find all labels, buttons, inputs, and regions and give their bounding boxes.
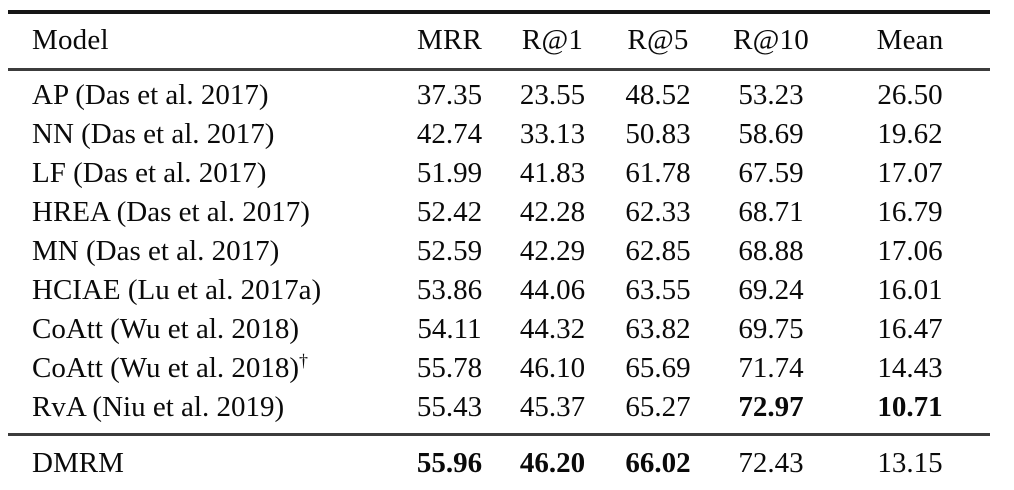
value-cell: 48.52 [625,79,691,111]
value-cell: 72.97 [738,391,804,423]
value-cell: 62.33 [625,196,691,228]
value-cell: 42.28 [519,196,586,228]
value-cell: 71.74 [738,352,804,384]
value-cell: 14.43 [877,352,943,384]
value-cell: 55.43 [416,391,483,423]
results-table: Model MRR R@1 R@5 R@10 Mean AP (Das et a… [8,10,990,490]
value-cell: 69.75 [738,313,804,345]
value-cell: 65.27 [625,391,691,423]
value-cell: 37.35 [416,79,483,111]
model-cell: HCIAE (Lu et al. 2017a) [8,271,398,310]
value-cell: 67.59 [738,157,804,189]
model-name: CoAtt (Wu et al. 2018) [32,352,300,384]
value-cell: 16.01 [877,274,943,306]
model-name: RvA (Niu et al. 2019) [32,391,285,423]
value-cell: 68.88 [738,235,804,267]
value-cell: 58.69 [738,118,804,150]
value-cell: 54.11 [417,313,482,345]
value-cell: 46.10 [519,352,586,384]
value-cell: 55.78 [416,352,483,384]
value-cell: 42.29 [519,235,586,267]
model-name: HREA (Das et al. 2017) [32,196,310,228]
model-cell: NN (Das et al. 2017) [8,115,398,154]
value-cell: 65.69 [625,352,691,384]
value-cell: 53.23 [738,79,804,111]
column-header-r5: R@5 [604,12,712,71]
table-row: HCIAE (Lu et al. 2017a) 53.86 44.06 63.5… [8,271,990,310]
model-cell: RvA (Niu et al. 2019) [8,388,398,435]
model-name: LF (Das et al. 2017) [32,157,267,189]
model-name: NN (Das et al. 2017) [32,118,275,150]
model-name: DMRM [32,447,124,479]
model-cell: HREA (Das et al. 2017) [8,193,398,232]
header-row: Model MRR R@1 R@5 R@10 Mean [8,12,990,71]
value-cell: 72.43 [738,447,804,479]
value-cell: 16.79 [877,196,943,228]
value-cell: 46.20 [519,447,586,479]
value-cell: 52.59 [416,235,483,267]
paper-table-page: Model MRR R@1 R@5 R@10 Mean AP (Das et a… [0,10,1014,490]
table-header: Model MRR R@1 R@5 R@10 Mean [8,12,990,71]
value-cell: 19.62 [877,118,943,150]
value-cell: 33.13 [519,118,586,150]
table-row: CoAtt (Wu et al. 2018)† 55.78 46.10 65.6… [8,349,990,388]
value-cell: 68.71 [738,196,804,228]
model-cell: LF (Das et al. 2017) [8,154,398,193]
column-header-mean: Mean [830,12,990,71]
model-name: HCIAE (Lu et al. 2017a) [32,274,322,306]
value-cell: 42.74 [416,118,483,150]
table-row: MN (Das et al. 2017) 52.59 42.29 62.85 6… [8,232,990,271]
table-row: CoAtt (Wu et al. 2018) 54.11 44.32 63.82… [8,310,990,349]
table-row: RvA (Niu et al. 2019) 55.43 45.37 65.27 … [8,388,990,435]
value-cell: 41.83 [519,157,586,189]
value-cell: 23.55 [519,79,586,111]
value-cell: 69.24 [738,274,804,306]
value-cell: 17.06 [877,235,943,267]
model-name: CoAtt (Wu et al. 2018) [32,313,300,345]
model-cell: MN (Das et al. 2017) [8,232,398,271]
column-header-r10: R@10 [712,12,830,71]
value-cell: 44.32 [519,313,586,345]
value-cell: 53.86 [416,274,483,306]
value-cell: 17.07 [877,157,943,189]
value-cell: 45.37 [519,391,586,423]
table-row: HREA (Das et al. 2017) 52.42 42.28 62.33… [8,193,990,232]
footer-rows: DMRM 55.96 46.20 66.02 72.43 13.15 [8,434,990,490]
body-rows: AP (Das et al. 2017) 37.35 23.55 48.52 5… [8,70,990,435]
table-row: NN (Das et al. 2017) 42.74 33.13 50.83 5… [8,115,990,154]
model-cell: AP (Das et al. 2017) [8,70,398,116]
value-cell: 10.71 [877,391,943,423]
value-cell: 62.85 [625,235,691,267]
value-cell: 50.83 [625,118,691,150]
value-cell: 63.55 [625,274,691,306]
model-cell: CoAtt (Wu et al. 2018) [8,310,398,349]
value-cell: 44.06 [519,274,586,306]
value-cell: 16.47 [877,313,943,345]
value-cell: 13.15 [877,447,943,479]
value-cell: 55.96 [416,447,483,479]
table-row: DMRM 55.96 46.20 66.02 72.43 13.15 [8,435,990,490]
column-header-r1: R@1 [501,12,604,71]
table-row: LF (Das et al. 2017) 51.99 41.83 61.78 6… [8,154,990,193]
value-cell: 26.50 [877,79,943,111]
model-name: MN (Das et al. 2017) [32,235,280,267]
value-cell: 51.99 [416,157,483,189]
value-cell: 66.02 [625,447,691,479]
model-cell: DMRM [8,435,398,490]
value-cell: 63.82 [625,313,691,345]
value-cell: 61.78 [625,157,691,189]
model-sup: † [299,350,309,371]
column-header-mrr: MRR [398,12,501,71]
table-row: AP (Das et al. 2017) 37.35 23.55 48.52 5… [8,70,990,116]
model-cell: CoAtt (Wu et al. 2018)† [8,349,398,388]
model-name: AP (Das et al. 2017) [32,79,269,111]
column-header-model: Model [8,12,398,71]
value-cell: 52.42 [416,196,483,228]
